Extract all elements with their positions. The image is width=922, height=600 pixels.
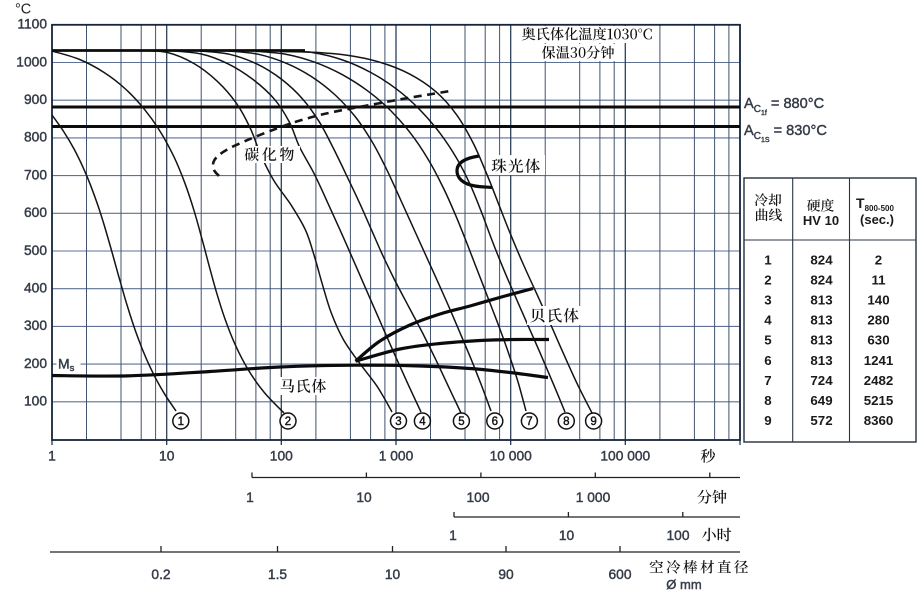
svg-text:1 000: 1 000 [379,449,414,464]
svg-text:2: 2 [285,416,291,428]
svg-text:7: 7 [764,373,771,388]
svg-text:1100: 1100 [17,17,47,32]
svg-text:8: 8 [764,393,771,408]
svg-text:1: 1 [48,449,56,464]
svg-text:100 000: 100 000 [600,449,650,464]
svg-text:5: 5 [458,416,464,428]
svg-text:2: 2 [875,252,882,267]
svg-text:6: 6 [492,416,498,428]
svg-text:813: 813 [810,333,832,348]
svg-text:100: 100 [270,449,293,464]
svg-text:10 000: 10 000 [490,449,533,464]
svg-text:3: 3 [764,293,771,308]
svg-text:7: 7 [526,416,532,428]
svg-text:9: 9 [764,413,771,428]
svg-text:11: 11 [871,272,886,287]
svg-text:800: 800 [24,130,47,145]
svg-text:8360: 8360 [864,413,894,428]
svg-text:°C: °C [15,2,31,18]
svg-text:3: 3 [395,416,401,428]
svg-text:2: 2 [764,272,771,287]
svg-text:813: 813 [810,353,832,368]
svg-text:8: 8 [563,416,569,428]
svg-text:1000: 1000 [16,54,47,69]
svg-text:4: 4 [764,313,772,328]
svg-text:140: 140 [867,293,889,308]
svg-text:HV 10: HV 10 [803,213,839,228]
svg-text:500: 500 [24,243,47,258]
svg-text:100: 100 [24,394,47,409]
svg-text:1 000: 1 000 [576,490,611,505]
svg-text:1241: 1241 [864,353,894,368]
svg-text:300: 300 [24,318,47,333]
svg-text:100: 100 [666,528,689,543]
svg-text:5: 5 [764,333,772,348]
svg-text:90: 90 [498,567,514,582]
svg-text:649: 649 [810,393,832,408]
svg-text:5215: 5215 [864,393,894,408]
svg-text:200: 200 [24,356,47,371]
svg-text:10: 10 [559,528,575,543]
svg-text:4: 4 [419,416,426,428]
svg-text:813: 813 [810,293,832,308]
svg-text:824: 824 [810,252,833,267]
svg-text:2482: 2482 [864,373,894,388]
svg-text:Ø mm: Ø mm [666,577,701,592]
svg-text:10: 10 [356,490,372,505]
svg-text:6: 6 [764,353,771,368]
svg-text:9: 9 [590,416,596,428]
svg-text:813: 813 [810,313,832,328]
svg-text:1.5: 1.5 [268,567,288,582]
svg-text:600: 600 [24,205,47,220]
svg-text:900: 900 [24,92,47,107]
svg-text:572: 572 [810,413,832,428]
svg-text:10: 10 [159,449,175,464]
svg-text:1: 1 [178,416,184,428]
svg-text:100: 100 [466,490,489,505]
svg-text:824: 824 [810,272,833,287]
svg-text:600: 600 [608,567,631,582]
svg-text:700: 700 [24,167,47,182]
svg-text:1: 1 [764,252,772,267]
svg-text:280: 280 [867,313,889,328]
svg-text:630: 630 [867,333,889,348]
svg-text:(sec.): (sec.) [860,212,894,227]
svg-text:1: 1 [246,490,254,505]
svg-text:0.2: 0.2 [151,567,170,582]
svg-text:400: 400 [24,281,47,296]
svg-text:1: 1 [449,528,457,543]
svg-text:10: 10 [385,567,401,582]
svg-text:724: 724 [810,373,833,388]
